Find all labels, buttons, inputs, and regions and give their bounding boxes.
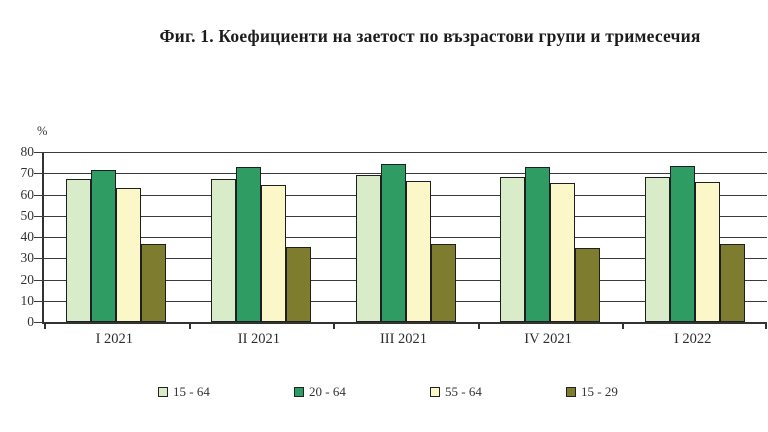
- bar: [235, 167, 261, 322]
- bar: [355, 174, 381, 322]
- bar: [380, 163, 406, 322]
- bar: [141, 243, 167, 322]
- gridline: [44, 173, 767, 175]
- bar: [285, 247, 311, 322]
- y-axis-tick-label: 70: [20, 165, 35, 181]
- gridline: [44, 152, 767, 153]
- bar: [575, 248, 601, 322]
- y-axis-tick: [34, 300, 44, 302]
- y-axis-tick: [34, 279, 44, 281]
- legend-item: 55 - 64: [430, 384, 566, 400]
- bar: [91, 170, 117, 322]
- bar: [500, 177, 526, 322]
- y-axis-tick-label: 40: [20, 229, 35, 244]
- x-axis-tick: [622, 324, 625, 329]
- bar: [694, 181, 720, 322]
- y-axis-tick-labels: 0 10 20 30 40 50 60 70 80: [0, 144, 35, 329]
- legend-label: 15 - 29: [581, 384, 618, 399]
- legend-swatch: [430, 387, 440, 397]
- y-axis-tick-label: 0: [27, 314, 34, 329]
- y-axis-tick: [34, 194, 44, 196]
- legend-item: 15 - 29: [566, 384, 702, 400]
- legend-label: 20 - 64: [309, 384, 346, 399]
- legend-label: 15 - 64: [173, 384, 210, 399]
- legend-label: 55 - 64: [445, 384, 482, 399]
- y-axis-tick: [34, 173, 44, 175]
- bar: [430, 243, 456, 322]
- x-axis-tick: [333, 324, 336, 329]
- y-axis-tick-label: 80: [20, 144, 35, 159]
- x-axis-category-label: IV 2021: [524, 331, 572, 347]
- y-axis-tick: [34, 215, 44, 217]
- bar: [719, 243, 745, 322]
- y-axis-tick: [34, 237, 44, 238]
- x-axis-category-label: II 2021: [237, 331, 281, 347]
- y-axis-tick-label: 10: [20, 292, 35, 308]
- legend-item: 15 - 64: [158, 384, 294, 400]
- plot-area: [34, 152, 767, 329]
- x-axis-category-label: I 2021: [95, 331, 134, 347]
- bar: [525, 166, 551, 322]
- chart-legend: 15 - 64 20 - 64 55 - 64 15 - 29: [158, 384, 702, 400]
- x-axis-tick: [477, 324, 480, 329]
- y-axis-unit-label: %: [37, 124, 48, 138]
- y-axis-tick-label: 30: [20, 250, 35, 266]
- y-axis-tick-label: 50: [20, 207, 35, 223]
- figure-title: Фиг. 1. Коефициенти на заетост по възрас…: [159, 26, 701, 46]
- legend-swatch: [566, 387, 576, 397]
- bar: [66, 179, 92, 322]
- bar: [669, 166, 695, 322]
- x-axis-category-label: I 2022: [673, 331, 712, 347]
- x-axis-tick: [765, 324, 767, 329]
- y-axis-tick-label: 20: [20, 271, 35, 287]
- bar: [644, 177, 670, 322]
- bar: [550, 183, 576, 322]
- y-axis-tick: [34, 152, 44, 153]
- bar: [210, 178, 236, 322]
- legend-swatch: [294, 387, 304, 397]
- x-axis-tick: [44, 324, 46, 329]
- y-axis-tick: [34, 258, 44, 260]
- x-axis-tick: [188, 324, 191, 329]
- legend-swatch: [158, 387, 168, 397]
- x-axis-category-label: III 2021: [379, 331, 428, 347]
- y-axis-tick-label: 60: [20, 186, 35, 202]
- y-axis-tick: [34, 322, 44, 323]
- x-axis-category-labels: I 2021 II 2021 III 2021 IV 2021 I 2022: [42, 331, 765, 353]
- bar: [405, 181, 431, 322]
- bar: [116, 188, 142, 322]
- legend-item: 20 - 64: [294, 384, 430, 400]
- bar: [260, 185, 286, 322]
